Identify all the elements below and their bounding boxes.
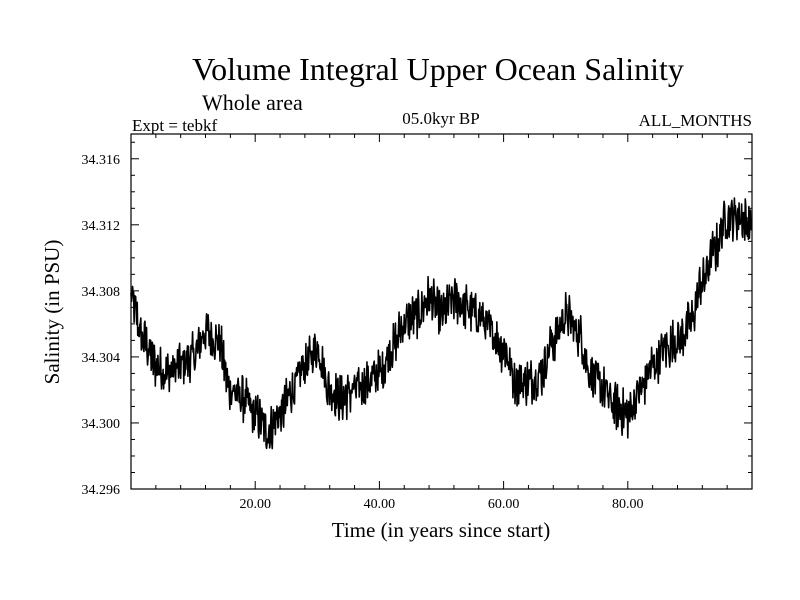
x-axis-label: Time (in years since start) (332, 518, 551, 542)
y-tick-label: 34.300 (82, 417, 121, 432)
x-tick-label: 80.00 (612, 497, 644, 512)
y-axis-label: Salinity (in PSU) (40, 240, 64, 385)
y-tick-label: 34.296 (82, 483, 121, 498)
y-tick-label: 34.312 (82, 219, 121, 234)
x-tick-label: 20.00 (239, 497, 271, 512)
plot-frame (130, 133, 753, 490)
chart-title: Volume Integral Upper Ocean Salinity (192, 51, 684, 87)
experiment-label: Expt = tebkf (132, 116, 217, 135)
y-tick-label: 34.308 (82, 285, 121, 300)
plot-area (130, 197, 753, 450)
chart-subtitle: Whole area (202, 90, 303, 115)
period-label: 05.0kyr BP (402, 109, 479, 128)
x-tick-label: 40.00 (364, 497, 396, 512)
salinity-series-line (130, 197, 753, 450)
y-tick-label: 34.316 (82, 153, 121, 168)
x-tick-label: 60.00 (488, 497, 520, 512)
y-tick-label: 34.304 (82, 351, 121, 366)
axes: 20.00 40.00 60.00 80.00 34.296 34.300 34.304 34… (82, 134, 753, 512)
months-label: ALL_MONTHS (639, 111, 752, 130)
